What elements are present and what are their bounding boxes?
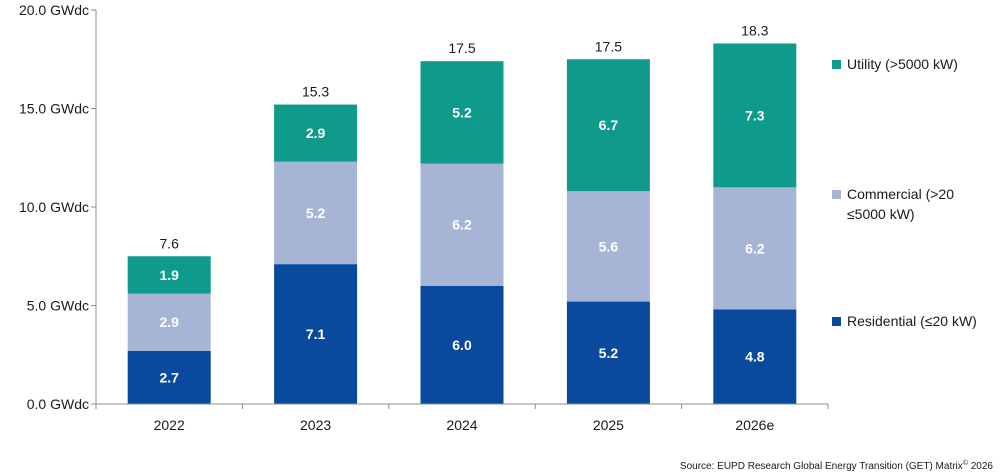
legend-label: Utility (>5000 kW) [847, 56, 958, 72]
bar-segment [713, 43, 797, 188]
legend-label: Commercial (>20 ≤5000 kW) [847, 186, 954, 222]
data-label: 7.3 [745, 107, 765, 123]
y-tick-label: 5.0 GWdc [27, 298, 89, 314]
data-label: 6.0 [452, 337, 472, 353]
x-tick-label: 2024 [446, 417, 477, 433]
data-label: 5.2 [452, 104, 472, 120]
bar-segment [127, 350, 211, 404]
y-tick-label: 20.0 GWdc [19, 2, 89, 18]
x-tick-label: 2025 [593, 417, 624, 433]
legend-swatch [832, 60, 841, 69]
bar-segment [274, 161, 358, 265]
bar-segment [566, 191, 650, 302]
total-label: 17.5 [448, 40, 475, 56]
legend-swatch [832, 317, 841, 326]
x-tick-label: 2023 [300, 417, 331, 433]
bar-segment [713, 187, 797, 310]
data-label: 6.2 [745, 240, 765, 256]
bars: 2.7 2.9 1.9 7.6 7.1 5.2 2.9 15.3 6.0 6.2 5.2 17.5 5.… [127, 22, 797, 404]
data-label: 6.2 [452, 217, 472, 233]
legend: Residential (≤20 kW) Commercial (>20 ≤5000… [832, 56, 977, 329]
bar-segment [566, 301, 650, 404]
bar-segment [420, 163, 504, 286]
bar-segment [420, 285, 504, 404]
data-label: 6.7 [599, 117, 619, 133]
data-label: 5.2 [599, 345, 619, 361]
y-tick-label: 10.0 GWdc [19, 199, 89, 215]
data-label: 5.2 [306, 205, 326, 221]
total-label: 17.5 [595, 38, 622, 54]
bar-segment [420, 61, 504, 164]
data-label: 2.9 [159, 314, 179, 330]
legend-item: Commercial (>20 ≤5000 kW) [832, 186, 954, 222]
total-label: 18.3 [741, 22, 768, 38]
legend-item: Utility (>5000 kW) [832, 56, 958, 72]
total-label: 15.3 [302, 84, 329, 100]
data-label: 2.9 [306, 125, 326, 141]
legend-item: Residential (≤20 kW) [832, 313, 977, 329]
total-label: 7.6 [159, 235, 179, 251]
legend-swatch [832, 190, 841, 199]
bar-segment [274, 264, 358, 404]
data-label: 7.1 [306, 326, 326, 342]
y-axis: 0.0 GWdc 5.0 GWdc 10.0 GWdc 15.0 GWdc 20.0 G… [19, 2, 97, 412]
bar-segment [566, 59, 650, 192]
data-label: 1.9 [159, 267, 179, 283]
data-label: 2.7 [159, 369, 179, 385]
data-label: 5.6 [599, 238, 619, 254]
source-year: 2026 [968, 461, 993, 472]
bar-segment [127, 256, 211, 294]
x-axis: 2022 2023 2024 2025 2026e [95, 403, 829, 433]
source-main: Source: EUPD Research Global Energy Tran… [680, 461, 963, 472]
x-tick-label: 2022 [154, 417, 185, 433]
y-tick-label: 15.0 GWdc [19, 101, 89, 117]
bar-segment [713, 309, 797, 404]
legend-label: Residential (≤20 kW) [847, 313, 977, 329]
x-tick-label: 2026e [735, 417, 774, 433]
bar-segment [127, 293, 211, 351]
data-label: 4.8 [745, 349, 765, 365]
y-tick-label: 0.0 GWdc [27, 396, 89, 412]
source-note: Source: EUPD Research Global Energy Tran… [680, 459, 994, 472]
bar-segment [274, 104, 358, 162]
source-superscript: © [963, 459, 969, 467]
